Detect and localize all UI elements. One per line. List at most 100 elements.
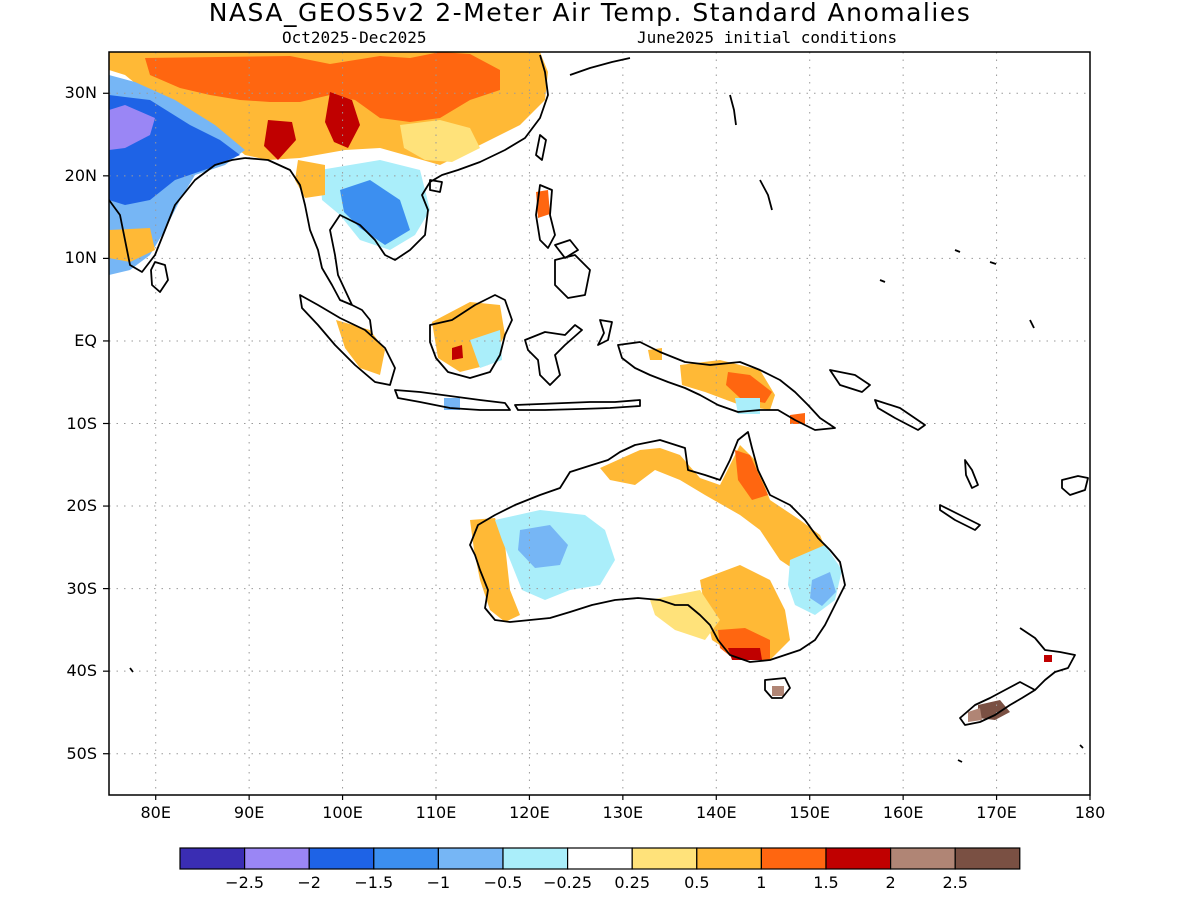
colorbar-label: −2 (297, 873, 321, 892)
coast-mindanao (554, 254, 591, 299)
coast-ryukyu (569, 57, 631, 76)
colorbar (179, 847, 1021, 870)
new-guinea-east-warm (790, 413, 805, 424)
coast-java (394, 389, 511, 411)
asia-warm-hotspot-2 (264, 120, 296, 160)
indochina-warm-patch (295, 160, 325, 198)
coast-malay (351, 304, 373, 336)
lat-label: 10S (66, 413, 97, 433)
lat-label: 40S (66, 661, 97, 681)
colorbar-label: 1.5 (813, 873, 839, 892)
lat-label: 30S (66, 578, 97, 598)
colorbar-label: 2 (885, 873, 896, 892)
india-cool-extreme (109, 105, 155, 150)
coast-micronesia-a (954, 249, 961, 253)
colorbar-label: −1 (426, 873, 451, 892)
coast-fiji (1061, 475, 1089, 496)
nz-south-brown-light (968, 708, 982, 722)
colorbar-swatch (502, 847, 569, 870)
colorbar-label: 0.25 (614, 873, 650, 892)
lon-label: 160E (882, 803, 924, 822)
coast-christmas (129, 667, 134, 673)
australia-north-warm (600, 445, 830, 580)
coast-luzon (535, 184, 556, 249)
anomaly-fills (109, 52, 1052, 722)
colorbar-swatch (244, 847, 310, 870)
coast-solomons (874, 399, 926, 431)
coast-sulawesi (524, 324, 583, 386)
coast-sri-lanka (150, 261, 169, 293)
indochina-cool-core (340, 180, 410, 245)
nz-south-brown (978, 700, 1010, 720)
anomaly-map (103, 51, 1091, 800)
australia-west-warm (470, 518, 520, 622)
lon-label: 140E (695, 803, 737, 822)
coast-sumatra (299, 294, 396, 386)
colorbar-label: −1.5 (354, 873, 394, 892)
lat-label: EQ (74, 330, 97, 350)
colorbar-label: −0.5 (483, 873, 523, 892)
coastlines (109, 54, 1089, 763)
colorbar-swatch (179, 847, 246, 870)
colorbar-swatch (566, 847, 633, 870)
map-title: NASA_GEOS5v2 2-Meter Air Temp. Standard … (208, 0, 972, 27)
coast-borneo (429, 294, 513, 379)
coast-indochina (329, 54, 549, 306)
colorbar-swatch (631, 847, 698, 870)
asia-light-warm-strip (400, 120, 480, 162)
colorbar-swatch (825, 847, 892, 870)
coast-nz-outlying (1079, 744, 1084, 749)
coast-bonin (729, 94, 737, 126)
tasmania-brown (772, 686, 784, 696)
coast-micronesia-c (1029, 319, 1035, 329)
colorbar-swatch (437, 847, 504, 870)
borneo-cool (470, 330, 502, 368)
lon-label: 100E (322, 803, 363, 822)
nz-north-warm (1044, 655, 1052, 662)
lon-label: 80E (140, 803, 171, 822)
philippines-warm (536, 190, 550, 218)
colorbar-label: −0.25 (543, 873, 593, 892)
coast-bismarck (829, 369, 871, 393)
coast-hainan (429, 179, 443, 193)
colorbar-swatch (696, 847, 762, 870)
lat-label: 20N (64, 165, 97, 185)
coast-tasmania (764, 677, 791, 699)
borneo-hotspot (452, 345, 463, 360)
coast-micronesia-d (879, 279, 886, 283)
india-south-warm (109, 228, 155, 262)
coast-marianas (759, 179, 773, 211)
coast-new-guinea (617, 341, 836, 431)
lat-label: 50S (66, 743, 97, 763)
lat-label: 10N (64, 248, 97, 268)
initial-conditions: June2025 initial conditions (637, 28, 898, 47)
new-guinea-warm-core (726, 372, 772, 403)
australia-interior-cool-core (518, 525, 568, 568)
lon-label: 180 (1074, 803, 1106, 822)
australia-se-extreme (728, 648, 762, 660)
coast-halmahera (597, 319, 613, 346)
colorbar-swatch (373, 847, 439, 870)
australia-east-cool-core (810, 572, 836, 606)
coast-bay-of-bengal (244, 157, 353, 306)
coast-vanuatu (964, 459, 979, 489)
coast-new-caledonia (939, 504, 981, 531)
gridlines (109, 52, 1090, 795)
asia-warm-core (145, 52, 500, 122)
coast-australia (469, 431, 846, 663)
colorbar-swatch (889, 847, 956, 870)
colorbar-label: 2.5 (942, 873, 968, 892)
coast-lord-howe (957, 759, 963, 763)
colorbar-label: 0.5 (684, 873, 710, 892)
lon-label: 150E (789, 803, 831, 822)
lon-label: 90E (233, 803, 265, 822)
coast-taiwan (535, 134, 547, 161)
lon-label: 130E (602, 803, 644, 822)
axis-ticks (103, 92, 1091, 800)
colorbar-swatch (308, 847, 375, 870)
coast-nz-south (959, 681, 1036, 726)
coast-nz-north (1019, 627, 1076, 691)
lon-label: 120E (509, 803, 550, 822)
colorbar-swatch (760, 847, 827, 870)
lat-label: 30N (64, 83, 97, 103)
